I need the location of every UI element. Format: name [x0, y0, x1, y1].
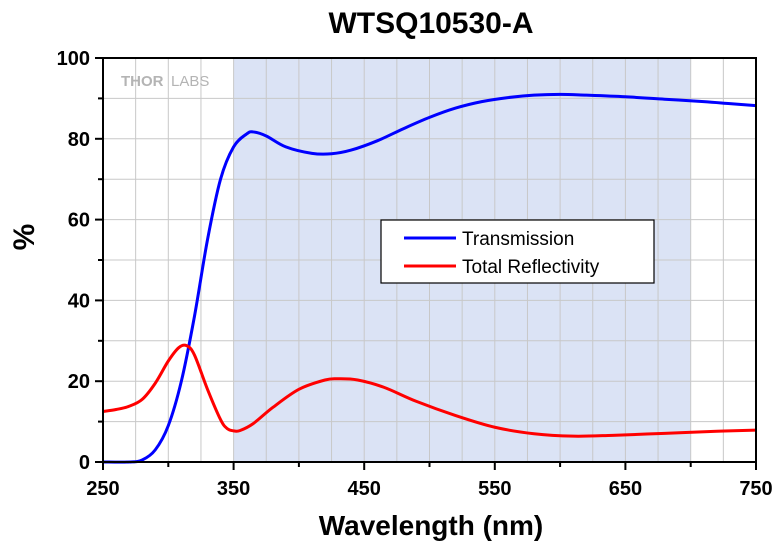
x-tick-label-650: 650	[609, 478, 642, 500]
legend-label-total-reflectivity: Total Reflectivity	[462, 257, 600, 278]
chart-title: WTSQ10530-A	[328, 7, 533, 40]
y-axis-label: %	[8, 224, 41, 251]
logo-text-labs: LABS	[171, 73, 209, 90]
x-tick-label-550: 550	[478, 478, 511, 500]
series-lines	[102, 92, 757, 464]
logo-text-thor: THOR	[121, 73, 164, 90]
y-tick-label-0: 0	[79, 452, 90, 474]
y-tick-labels: 0 20 40 60 80 100	[57, 48, 90, 474]
y-tick-label-80: 80	[68, 129, 90, 151]
legend-label-transmission: Transmission	[462, 229, 574, 250]
legend-box	[380, 219, 655, 284]
series-line-total-reflectivity	[102, 343, 757, 438]
x-tick-label-350: 350	[217, 478, 250, 500]
y-tick-label-60: 60	[68, 210, 90, 232]
x-axis-label: Wavelength (nm)	[319, 510, 544, 541]
x-tick-label-750: 750	[739, 478, 772, 500]
x-tick-labels: 250 350 450 550 650 750	[86, 478, 772, 500]
y-tick-label-20: 20	[68, 371, 90, 393]
y-tick-label-40: 40	[68, 290, 90, 312]
x-tick-label-450: 450	[348, 478, 381, 500]
x-tick-label-250: 250	[86, 478, 119, 500]
thorlabs-logo: THOR LABS	[121, 73, 209, 90]
axis-ticks	[95, 57, 757, 470]
series-line-transmission	[102, 92, 757, 464]
legend: Transmission Total Reflectivity	[380, 219, 655, 284]
y-tick-label-100: 100	[57, 48, 90, 70]
